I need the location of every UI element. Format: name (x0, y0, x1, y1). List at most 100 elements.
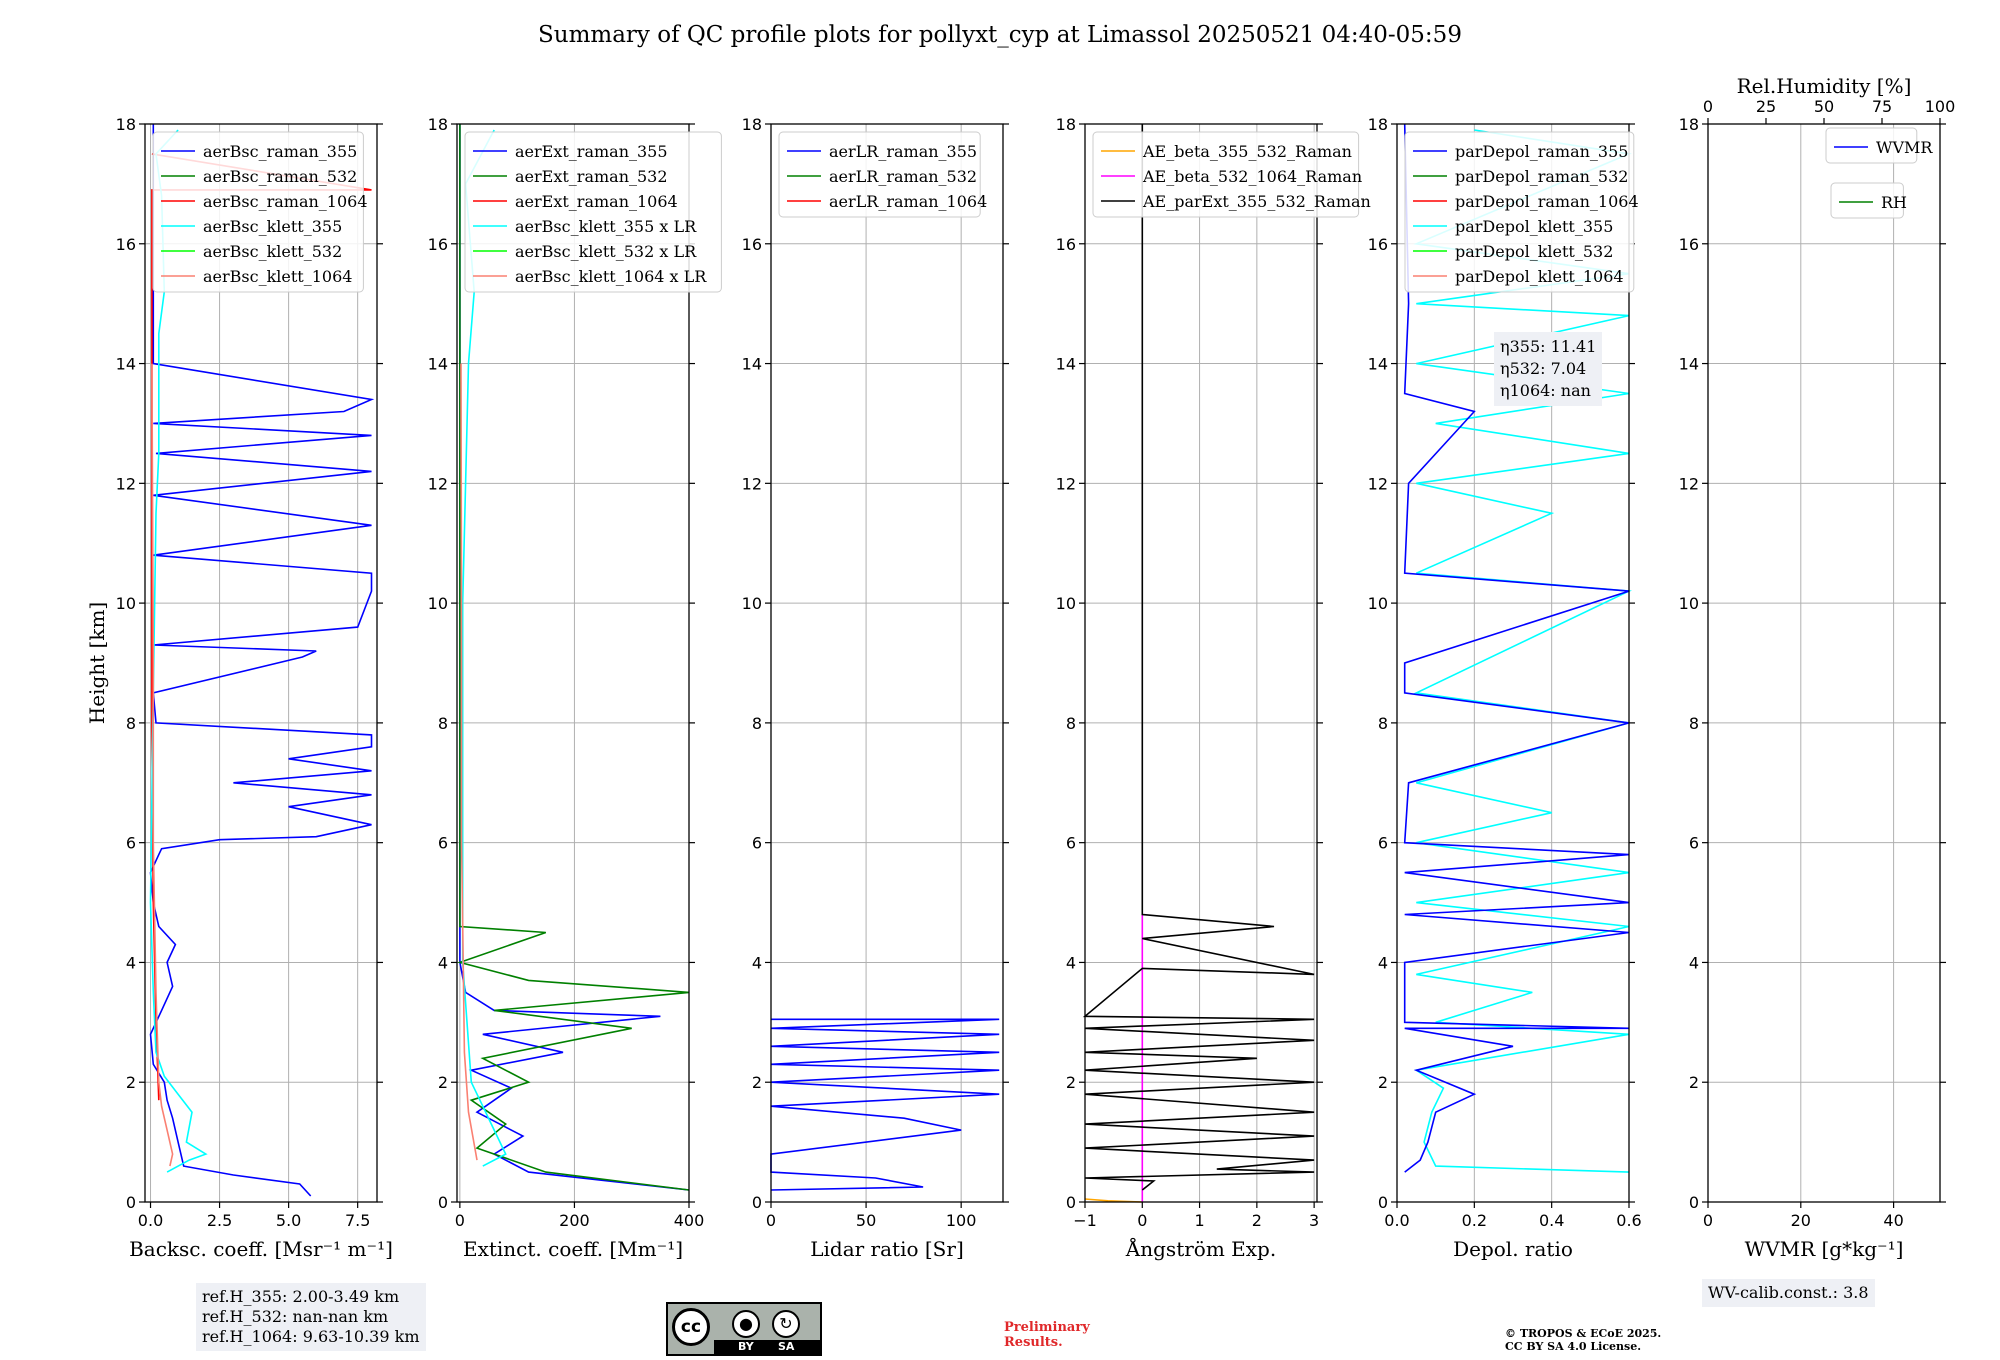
x-tick-label: 0 (455, 1211, 465, 1230)
legend-label: parDepol_klett_355 (1455, 217, 1613, 236)
legend-label: WVMR (1876, 138, 1933, 157)
top-x-tick-label: 50 (1814, 97, 1834, 116)
y-tick-label: 4 (438, 953, 448, 972)
preliminary-line-2: Results. (1004, 1335, 1063, 1350)
legend-label: aerLR_raman_355 (829, 142, 977, 161)
y-tick-label: 4 (752, 953, 762, 972)
y-tick-label: 16 (1368, 235, 1388, 254)
y-tick-label: 8 (752, 714, 762, 733)
y-tick-label: 12 (116, 474, 136, 493)
y-tick-label: 14 (1368, 355, 1388, 374)
x-tick-label: −1 (1073, 1211, 1097, 1230)
y-tick-label: 14 (1056, 355, 1076, 374)
series-aerBsc_raman_355 (149, 124, 375, 1197)
legend-label: aerBsc_raman_1064 (203, 192, 368, 211)
legend-label: AE_beta_532_1064_Raman (1142, 167, 1362, 186)
y-tick-label: 10 (116, 594, 136, 613)
copyright-line-1: © TROPOS & ECoE 2025. (1505, 1327, 1662, 1340)
series-aerBsc_klett_1064 (151, 363, 174, 1167)
y-tick-label: 2 (438, 1073, 448, 1092)
x-tick-label: 0 (1703, 1211, 1713, 1230)
x-axis-label: WVMR [g*kg⁻¹] (1745, 1237, 1904, 1261)
y-tick-label: 6 (1689, 834, 1699, 853)
x-tick-label: 0.4 (1539, 1211, 1564, 1230)
legend-label: aerBsc_klett_532 (203, 242, 342, 261)
x-tick-label: 0.2 (1462, 1211, 1487, 1230)
y-tick-label: 10 (742, 594, 762, 613)
y-tick-label: 4 (1378, 953, 1388, 972)
x-tick-label: 20 (1791, 1211, 1811, 1230)
ref-height-1064: ref.H_1064: 9.63-10.39 km (202, 1327, 420, 1346)
legend-label: AE_parExt_355_532_Raman (1142, 192, 1371, 211)
y-tick-label: 14 (1679, 355, 1699, 374)
y-tick-label: 8 (126, 714, 136, 733)
axes-frame (770, 123, 1004, 1203)
license-bar: BY SA (714, 1340, 820, 1354)
y-tick-label: 0 (126, 1193, 136, 1212)
x-tick-label: 40 (1883, 1211, 1903, 1230)
y-tick-label: 12 (1056, 474, 1076, 493)
legend-label: aerExt_raman_355 (515, 142, 668, 161)
wv-calib-box: WV-calib.const.: 3.8 (1702, 1279, 1875, 1307)
legend-label: aerLR_raman_532 (829, 167, 977, 186)
legend-label: aerBsc_klett_1064 x LR (515, 267, 707, 286)
axes-frame (144, 123, 378, 1203)
legend-label: aerExt_raman_532 (515, 167, 668, 186)
y-tick-label: 16 (116, 235, 136, 254)
y-tick-label: 6 (1378, 834, 1388, 853)
copyright-line-2: CC BY SA 4.0 License. (1505, 1340, 1642, 1353)
preliminary-line-1: Preliminary (1004, 1320, 1090, 1335)
top-x-tick-label: 75 (1872, 97, 1892, 116)
x-tick-label: 50 (856, 1211, 876, 1230)
y-tick-label: 18 (1056, 115, 1076, 134)
series-parDepol_klett_355 (1413, 129, 1633, 1173)
x-axis-label: Lidar ratio [Sr] (810, 1237, 964, 1261)
series-aerExt_raman_355 (459, 124, 690, 1191)
ref-height-532: ref.H_532: nan-nan km (202, 1307, 389, 1326)
x-tick-label: 5.0 (276, 1211, 301, 1230)
top-x-tick-label: 0 (1703, 97, 1713, 116)
y-tick-label: 18 (742, 115, 762, 134)
x-tick-label: 0 (766, 1211, 776, 1230)
y-tick-label: 18 (428, 115, 448, 134)
legend-label: aerBsc_klett_532 x LR (515, 242, 697, 261)
x-tick-label: 0.6 (1616, 1211, 1641, 1230)
y-tick-label: 14 (428, 355, 448, 374)
legend-label: parDepol_klett_532 (1455, 242, 1613, 261)
copyright-note: © TROPOS & ECoE 2025. CC BY SA 4.0 Licen… (1505, 1327, 1661, 1353)
x-axis-label: Extinct. coeff. [Mm⁻¹] (463, 1237, 683, 1261)
legend-label: aerBsc_klett_355 (203, 217, 342, 236)
x-tick-label: 2.5 (207, 1211, 232, 1230)
series-parDepol_raman_355 (1403, 123, 1630, 1173)
y-tick-label: 0 (1378, 1193, 1388, 1212)
legend-label: aerExt_raman_1064 (515, 192, 678, 211)
y-tick-label: 2 (1378, 1073, 1388, 1092)
x-axis-label: Ångström Exp. (1125, 1236, 1276, 1261)
x-tick-label: 400 (674, 1211, 705, 1230)
figure-title: Summary of QC profile plots for pollyxt_… (538, 22, 1462, 48)
top-axis-label: Rel.Humidity [%] (1737, 74, 1912, 98)
legend-box (1404, 131, 1635, 293)
eta-1064: η1064: nan (1500, 381, 1591, 400)
y-tick-label: 6 (1066, 834, 1076, 853)
legend-label: aerBsc_klett_355 x LR (515, 217, 697, 236)
series-aerBsc_klett_1064 x LR (460, 363, 478, 1161)
by-label: BY (738, 1340, 754, 1353)
y-tick-label: 10 (1368, 594, 1388, 613)
y-tick-label: 2 (752, 1073, 762, 1092)
y-tick-label: 8 (1689, 714, 1699, 733)
y-tick-label: 8 (1378, 714, 1388, 733)
series-aerLR_raman_355 (770, 1018, 1000, 1191)
preliminary-note: Preliminary Results. (1004, 1320, 1090, 1350)
y-tick-label: 2 (126, 1073, 136, 1092)
eta-532: η532: 7.04 (1500, 359, 1587, 378)
legend-box (1092, 131, 1360, 218)
legend-label: parDepol_raman_355 (1455, 142, 1628, 161)
y-tick-label: 12 (1679, 474, 1699, 493)
x-tick-label: 100 (946, 1211, 977, 1230)
cc-license-badge: cc ● ↻ BY SA (666, 1302, 822, 1356)
y-axis-label: Height [km] (85, 602, 109, 724)
legend-label: parDepol_raman_532 (1455, 167, 1628, 186)
x-tick-label: 0 (1137, 1211, 1147, 1230)
y-tick-label: 8 (1066, 714, 1076, 733)
